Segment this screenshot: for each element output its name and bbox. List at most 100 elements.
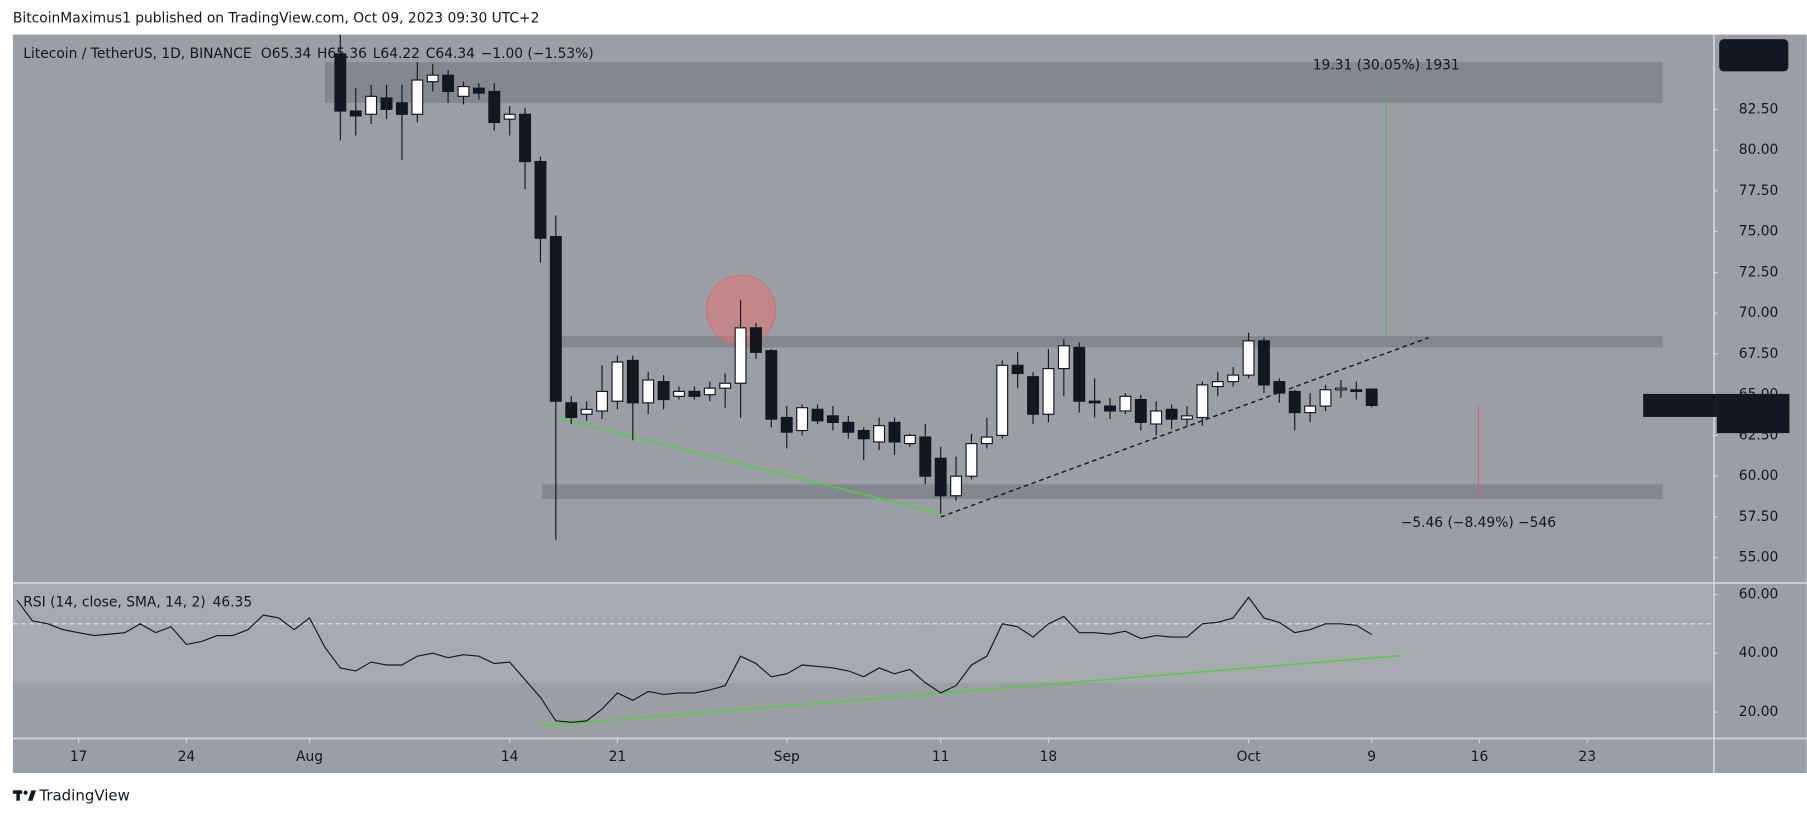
candle-body bbox=[488, 90, 501, 124]
candle-body bbox=[1319, 389, 1332, 407]
candle-body bbox=[1134, 398, 1147, 423]
candle-body bbox=[1334, 387, 1347, 391]
candle-body bbox=[811, 408, 824, 422]
ohlc-value: 65.36 bbox=[327, 46, 367, 62]
zone bbox=[324, 62, 1663, 103]
candle-body bbox=[334, 53, 347, 112]
y-tick-label: 70.00 bbox=[1739, 305, 1779, 321]
candle-body bbox=[1088, 400, 1101, 404]
candle-body bbox=[1211, 381, 1224, 388]
candle-body bbox=[380, 97, 393, 110]
rsi-line bbox=[16, 596, 1372, 723]
plot-area bbox=[12, 584, 1714, 727]
candle-body bbox=[503, 113, 516, 120]
candle-body bbox=[688, 390, 701, 397]
y-tick-label: 20.00 bbox=[1739, 704, 1779, 720]
x-tick-label: 14 bbox=[501, 749, 519, 765]
candle-body bbox=[1196, 384, 1209, 419]
candle-body bbox=[411, 79, 424, 115]
candle-body bbox=[919, 436, 932, 477]
candle-body bbox=[842, 421, 855, 433]
candle-body bbox=[1227, 374, 1240, 383]
y-tick-label: 60.00 bbox=[1739, 586, 1779, 602]
candle-body bbox=[596, 390, 608, 412]
candle-body bbox=[1365, 388, 1378, 407]
candle-body bbox=[519, 113, 532, 163]
x-tick-label: 23 bbox=[1578, 749, 1596, 765]
x-tick-label: Sep bbox=[774, 749, 800, 765]
x-tick-label: 17 bbox=[70, 749, 88, 765]
ticker-label: LTCUSDT bbox=[1650, 397, 1712, 413]
currency-box bbox=[1719, 39, 1789, 72]
candle-body bbox=[1042, 368, 1055, 415]
x-tick-label: Aug bbox=[296, 749, 323, 765]
candle-body bbox=[965, 443, 978, 477]
candle-body bbox=[657, 381, 670, 401]
candle-body bbox=[1304, 405, 1317, 414]
rsi-panel: 60.00 40.00 20.00 RSI (14, close, SMA, 14, … bbox=[12, 584, 1779, 727]
candle-body bbox=[1150, 410, 1163, 425]
price-label: 64.34 bbox=[1724, 397, 1764, 413]
candle-body bbox=[719, 382, 732, 389]
price-panel: 82.5080.0077.5075.0072.5070.0067.5065.00… bbox=[23, 34, 1790, 566]
change: −1.00 (−1.53%) bbox=[481, 46, 594, 62]
ohlc-label: H bbox=[317, 46, 327, 62]
currency-label: USDT bbox=[1735, 47, 1774, 63]
ohlc-label: O bbox=[261, 46, 272, 62]
symbol: Litecoin / TetherUS, 1D, BINANCE bbox=[23, 46, 251, 62]
candle-body bbox=[1073, 346, 1086, 402]
x-tick-label: 24 bbox=[178, 749, 196, 765]
y-tick-label: 77.50 bbox=[1739, 183, 1779, 199]
ohlc-legend: Litecoin / TetherUS, 1D, BINANCE O65.34 H6… bbox=[23, 46, 593, 62]
candle-body bbox=[826, 415, 839, 423]
trend-line bbox=[940, 336, 1429, 518]
y-tick-label: 82.50 bbox=[1739, 101, 1779, 117]
rsi-legend: RSI (14, close, SMA, 14, 2) 46.35 bbox=[23, 595, 252, 611]
candle-body bbox=[1273, 381, 1286, 394]
y-tick-label: 40.00 bbox=[1739, 645, 1779, 661]
footer-logo bbox=[12, 790, 36, 801]
candle-body bbox=[734, 327, 747, 384]
candle-body bbox=[626, 359, 639, 404]
x-tick-label: 9 bbox=[1367, 749, 1376, 765]
candle-body bbox=[873, 425, 886, 443]
y-tick-label: 57.50 bbox=[1739, 509, 1779, 525]
candle-body bbox=[565, 402, 578, 419]
ticker-box bbox=[1643, 393, 1717, 417]
candle-body bbox=[1257, 340, 1270, 386]
candle-body bbox=[472, 87, 485, 94]
y-tick-label: 80.00 bbox=[1739, 142, 1779, 158]
rsi-value: 46.35 bbox=[213, 595, 253, 611]
ohlc-label: C bbox=[426, 46, 436, 62]
candle-body bbox=[1011, 364, 1024, 375]
trend-line bbox=[555, 416, 941, 515]
logo-part bbox=[27, 790, 36, 801]
rsi-band bbox=[12, 584, 1714, 683]
y-tick-label: 72.50 bbox=[1739, 264, 1779, 280]
candle-body bbox=[580, 408, 593, 415]
candle-body bbox=[796, 407, 809, 432]
candle-body bbox=[426, 74, 439, 83]
candle-body bbox=[980, 436, 993, 445]
candle-body bbox=[442, 74, 455, 93]
ohlc-value: 64.22 bbox=[380, 46, 420, 62]
candle-body bbox=[765, 350, 778, 420]
x-tick-label: 16 bbox=[1471, 749, 1489, 765]
candle-body bbox=[349, 110, 362, 117]
x-tick-label: 11 bbox=[932, 749, 950, 765]
candle-body bbox=[457, 85, 470, 97]
plot-area bbox=[324, 34, 1663, 540]
candle-body bbox=[1104, 405, 1116, 412]
ohlc-value: 64.34 bbox=[435, 46, 475, 62]
footer-text: TradingView bbox=[38, 787, 129, 805]
candle-body bbox=[1350, 389, 1363, 392]
candle-body bbox=[395, 102, 408, 115]
candle-body bbox=[857, 429, 870, 440]
candle-body bbox=[703, 387, 716, 396]
y-tick-label: 75.00 bbox=[1739, 224, 1779, 240]
y-tick-label: 55.00 bbox=[1739, 550, 1779, 566]
ohlc-value: 65.34 bbox=[272, 46, 312, 62]
candle-body bbox=[1119, 395, 1132, 412]
candle-body bbox=[780, 416, 793, 433]
